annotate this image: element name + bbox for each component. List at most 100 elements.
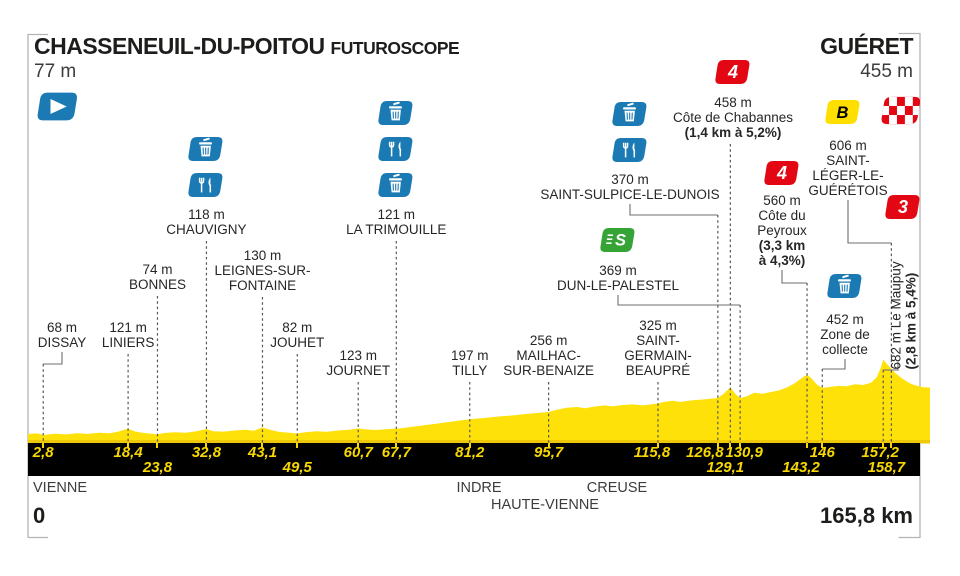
food-icon bbox=[187, 169, 225, 201]
svg-text:S: S bbox=[615, 232, 626, 250]
km-mark: 157,2 bbox=[861, 444, 899, 461]
label-connector bbox=[43, 352, 63, 365]
label-connector bbox=[847, 200, 892, 244]
km-tick bbox=[806, 443, 809, 448]
waypoint-label: 118 m CHAUVIGNY bbox=[111, 207, 301, 237]
waypoint-label-line: BEAUPRÉ bbox=[625, 363, 691, 378]
waypoint-label-line: CHAUVIGNY bbox=[166, 222, 247, 237]
waypoint-label-line: (3,3 km bbox=[758, 238, 806, 253]
km-tick bbox=[42, 443, 45, 448]
waypoint-label: 452 m Zone de collecte bbox=[750, 312, 940, 357]
bonus-icon: B bbox=[824, 96, 862, 128]
start-city-title: CHASSENEUIL-DU-POITOU FUTUROSCOPE bbox=[34, 33, 460, 60]
waypoint-label-line: GERMAIN- bbox=[624, 348, 692, 363]
waste-icon bbox=[377, 169, 415, 201]
svg-text:4: 4 bbox=[727, 62, 738, 82]
food-icon bbox=[611, 134, 649, 166]
waypoint-label-line: 325 m bbox=[639, 318, 677, 333]
waypoint-label-line: 118 m bbox=[188, 207, 225, 222]
food-icon bbox=[377, 133, 415, 165]
start-km-label: 0 bbox=[33, 503, 46, 528]
waypoint-label-line: à 4,3%) bbox=[758, 253, 806, 268]
km-mark: 43,1 bbox=[247, 444, 278, 461]
label-connector bbox=[822, 359, 846, 370]
svg-text:3: 3 bbox=[898, 197, 908, 217]
start-header: CHASSENEUIL-DU-POITOU FUTUROSCOPE 77 m bbox=[34, 33, 460, 83]
km-mark: 49,5 bbox=[282, 459, 312, 476]
waypoint-label-line: SAINT- bbox=[826, 153, 870, 168]
km-mark: 158,7 bbox=[867, 459, 906, 476]
waypoint-label-line: 560 m bbox=[763, 193, 801, 208]
km-tick bbox=[261, 443, 264, 448]
finish-icon bbox=[880, 92, 923, 129]
waypoint-label-line: MAILHAC- bbox=[516, 348, 581, 363]
km-mark: 146 bbox=[809, 444, 835, 461]
finish-city-title: GUÉRET bbox=[820, 33, 913, 59]
waypoint-label-line: Côte du bbox=[758, 208, 806, 223]
km-tick bbox=[656, 443, 659, 448]
waypoint-label-line: SUR-BENAIZE bbox=[503, 363, 594, 378]
km-mark: 67,7 bbox=[381, 444, 411, 461]
waypoint-label-line: 197 m bbox=[450, 348, 489, 363]
department-label: INDRE bbox=[456, 480, 502, 496]
waypoint-label-line: 82 m bbox=[282, 320, 313, 335]
department-label: HAUTE-VIENNE bbox=[491, 497, 599, 513]
waypoint-label-line: (1,4 km à 5,2%) bbox=[684, 125, 782, 140]
waypoint-label-line: (2,8 km à 5,4%) bbox=[903, 272, 919, 370]
waypoint-label: 369 m DUN-LE-PALESTEL bbox=[523, 263, 713, 293]
km-mark: 129,1 bbox=[706, 459, 745, 476]
waypoint-label-line: 68 m bbox=[46, 320, 77, 335]
department-label: VIENNE bbox=[33, 480, 87, 496]
waypoint-label-line: LEIGNES-SUR- bbox=[214, 263, 311, 278]
waypoint-label: 123 m JOURNET bbox=[263, 348, 453, 378]
start-city-suffix: FUTUROSCOPE bbox=[330, 38, 460, 58]
finish-elevation: 455 m bbox=[860, 61, 913, 82]
km-tick bbox=[468, 443, 471, 448]
waypoint-label: 68 m DISSAY bbox=[0, 320, 157, 350]
waste-icon bbox=[187, 133, 225, 165]
km-mark: 126,8 bbox=[686, 444, 724, 461]
start-icon bbox=[36, 88, 80, 125]
waypoint-label: 325 m SAINT- GERMAIN- BEAUPRÉ bbox=[563, 318, 753, 378]
cat4-icon: 4 bbox=[714, 56, 752, 88]
waypoint-label-line: 458 m bbox=[714, 95, 752, 110]
km-tick bbox=[127, 443, 130, 448]
department-label: CREUSE bbox=[586, 480, 648, 496]
cat4-icon: 4 bbox=[763, 157, 801, 189]
km-mark: 81,2 bbox=[455, 444, 485, 461]
km-tick bbox=[739, 443, 742, 448]
waypoint-label-line: FONTAINE bbox=[228, 278, 297, 293]
label-connector bbox=[629, 204, 718, 216]
waypoint-label-line: Côte de Chabannes bbox=[672, 110, 794, 125]
km-tick bbox=[729, 443, 732, 448]
label-connector bbox=[617, 295, 741, 306]
waypoint-label-line: 256 m bbox=[529, 333, 568, 348]
elevation-profile-area bbox=[28, 359, 930, 444]
km-mark: 32,8 bbox=[191, 444, 222, 461]
label-connector bbox=[883, 362, 899, 371]
waypoint-label: 82 m JOUHET bbox=[202, 320, 392, 350]
waste-icon bbox=[611, 98, 649, 130]
km-mark: 143,2 bbox=[782, 459, 820, 476]
waste-icon bbox=[377, 97, 415, 129]
waypoint-label-line: LA TRIMOUILLE bbox=[346, 222, 447, 237]
total-distance-label: 165,8 km bbox=[820, 503, 913, 528]
waypoint-label-line: 121 m bbox=[377, 207, 416, 222]
waypoint-label-line: 74 m bbox=[142, 262, 173, 277]
km-tick bbox=[890, 443, 893, 448]
waypoint-label: 458 m Côte de Chabannes (1,4 km à 5,2%) bbox=[638, 95, 828, 140]
svg-text:4: 4 bbox=[776, 163, 787, 183]
waypoint-label-line: JOUHET bbox=[270, 335, 325, 350]
waypoint-label: 121 m LINIERS bbox=[33, 320, 223, 350]
km-tick bbox=[821, 443, 824, 448]
waypoint-label-line: Zone de bbox=[820, 327, 870, 342]
waypoint-label-line: 369 m bbox=[599, 263, 637, 278]
waypoint-label: 256 m MAILHAC- SUR-BENAIZE bbox=[454, 333, 644, 378]
waypoint-label: 74 m BONNES bbox=[62, 262, 252, 292]
finish-header: GUÉRET 455 m bbox=[820, 33, 913, 83]
label-connector bbox=[781, 270, 808, 284]
waypoint-label-line: TILLY bbox=[452, 363, 488, 378]
km-tick bbox=[296, 443, 299, 448]
km-tick bbox=[395, 443, 398, 448]
km-mark: 23,8 bbox=[142, 459, 173, 476]
